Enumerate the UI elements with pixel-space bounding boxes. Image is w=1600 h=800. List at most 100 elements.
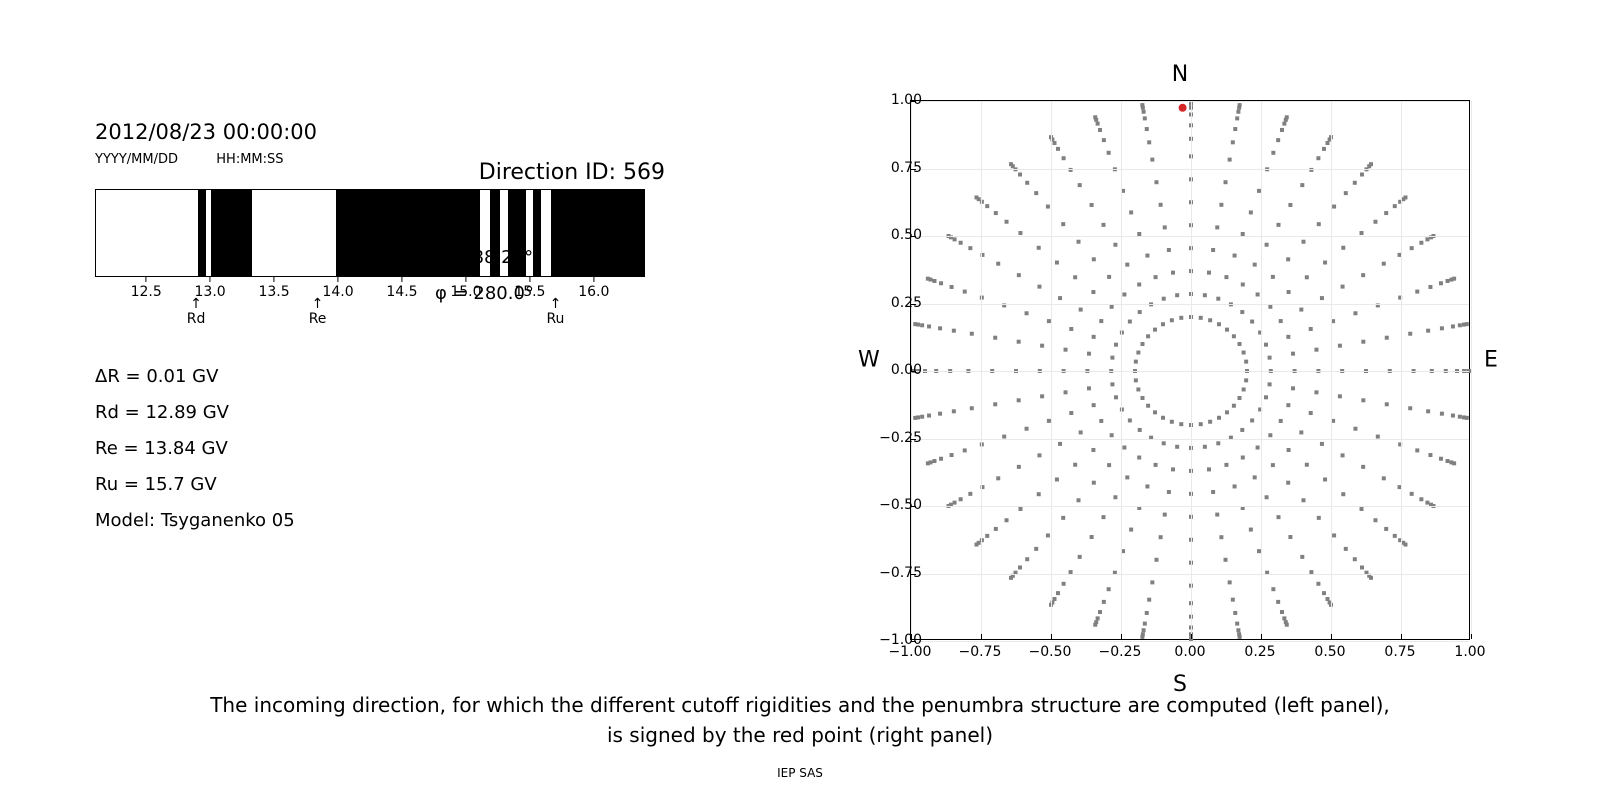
direction-point [1017,465,1021,469]
direction-point [1426,329,1430,333]
direction-point [1034,191,1038,195]
attribution: IEP SAS [0,766,1600,780]
figure-container: 2012/08/23 00:00:00 YYYY/MM/DD HH:MM:SS … [0,0,1600,800]
direction-point [1300,555,1304,559]
direction-point [1146,334,1150,338]
direction-point [1384,211,1388,215]
direction-point [1393,534,1397,538]
direction-point [1268,305,1272,309]
direction-point [1233,127,1237,131]
direction-point [1136,351,1140,355]
direction-point [1138,310,1142,314]
direction-point [1114,343,1118,347]
barcode-xtick: 16.0 [578,277,609,300]
right-ytick-label: 0.75 [872,160,922,176]
barcode-black-segment [551,190,645,276]
direction-point [1092,403,1096,407]
direction-point [1025,557,1029,561]
direction-point [1385,336,1389,340]
direction-point [1138,428,1142,432]
direction-point [1353,181,1357,185]
direction-point [1154,180,1158,184]
direction-point [1235,622,1239,626]
gridline-horizontal [911,506,1469,507]
right-ytick-label: 1.00 [872,92,922,108]
direction-point [1224,463,1228,467]
direction-point [1154,463,1158,467]
right-xtick-label: −1.00 [889,644,932,660]
direction-point [1241,456,1245,460]
right-ytick-label: −0.50 [872,497,922,513]
direction-point [996,262,1000,266]
direction-point [1419,241,1423,245]
direction-point [985,534,989,538]
direction-point [1360,173,1364,177]
direction-point [1092,335,1096,339]
gridline-horizontal [911,641,1469,642]
direction-point [1360,565,1364,569]
gridline-horizontal [911,439,1469,440]
barcode-xtick: 14.0 [322,277,353,300]
direction-point [1093,623,1097,627]
direction-point [1224,558,1228,562]
direction-point [1122,292,1126,296]
gridline-horizontal [911,169,1469,170]
direction-point [1428,453,1432,457]
direction-point [1125,475,1129,479]
info-line: φ = 280.0° [435,276,534,312]
direction-point [1326,141,1330,145]
direction-point [1233,254,1237,258]
barcode-marker-ru: ↑Ru [546,297,564,327]
direction-point [1141,342,1145,346]
direction-point [1145,127,1149,131]
direction-point [1208,420,1212,424]
direction-point [1446,459,1450,463]
right-xtick-label: 0.00 [1174,644,1205,660]
direction-point [1238,103,1242,107]
direction-point [926,277,930,281]
direction-point [1145,254,1149,258]
direction-point [1250,418,1254,422]
gridline-vertical [1471,101,1472,639]
direction-point [1058,442,1062,446]
direction-point [1323,477,1327,481]
direction-point [1037,246,1041,250]
date-format-label: YYYY/MM/DD [95,152,178,167]
direction-point [1439,457,1443,461]
compass-north: N [1172,62,1188,87]
direction-point [1061,516,1065,520]
direction-point [1136,387,1140,391]
direction-point [1314,348,1318,352]
direction-point [1053,597,1057,601]
direction-point [1175,445,1179,449]
direction-point [1452,277,1456,281]
direction-point [1361,465,1365,469]
direction-point [1451,324,1455,328]
direction-point [1231,598,1235,602]
direction-point [1277,223,1281,227]
direction-point [1167,248,1171,252]
direction-point [1291,386,1295,390]
right-ytick-label: 0.25 [872,295,922,311]
direction-point [963,448,967,452]
info-line: Model: Tsyganenko 05 [95,503,665,539]
direction-point [1228,158,1232,162]
direction-point [968,492,972,496]
direction-point [1170,420,1174,424]
gridline-vertical [1121,101,1122,639]
direction-point [1458,415,1462,419]
direction-point [1217,322,1221,326]
direction-point [1301,240,1305,244]
direction-point [952,329,956,333]
gridline-vertical [1331,101,1332,639]
direction-point [1361,398,1365,402]
direction-point [1288,535,1292,539]
direction-point [1087,352,1091,356]
direction-point [1140,103,1144,107]
barcode-xtick: 14.5 [386,277,417,300]
direction-point [1224,180,1228,184]
direction-point [1215,225,1219,229]
direction-point [1228,580,1232,584]
direction-point [950,285,954,289]
direction-point [1062,156,1066,160]
